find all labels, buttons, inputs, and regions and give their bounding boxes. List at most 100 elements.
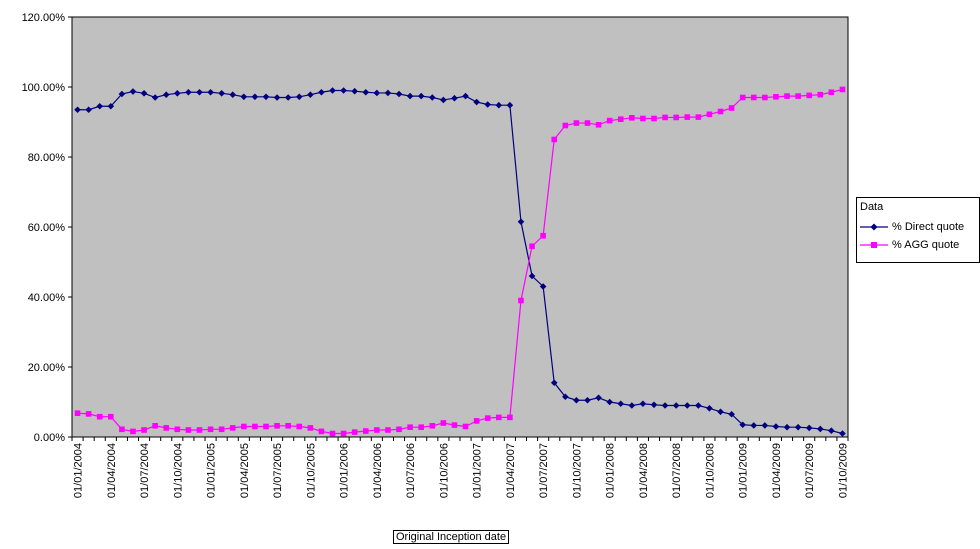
- data-point-direct-quote: [85, 106, 92, 114]
- data-point-direct-quote: [672, 402, 680, 409]
- x-tick-label: 01/01/2006: [339, 443, 351, 498]
- data-point-agg-quote: [606, 117, 613, 124]
- x-tick-label: 01/01/2005: [206, 443, 218, 498]
- data-point-direct-quote: [207, 88, 214, 96]
- data-point-direct-quote: [606, 398, 613, 406]
- data-point-direct-quote: [550, 379, 558, 387]
- data-point-direct-quote: [185, 88, 192, 96]
- data-point-agg-quote: [795, 93, 801, 99]
- data-point-agg-quote: [119, 426, 125, 433]
- data-point-agg-quote: [229, 425, 236, 431]
- data-point-direct-quote: [761, 422, 769, 429]
- data-point-direct-quote: [517, 218, 525, 226]
- data-point-agg-quote: [739, 94, 746, 101]
- data-point-direct-quote: [816, 425, 824, 433]
- data-point-direct-quote: [340, 87, 347, 94]
- x-tick-label: 01/07/2008: [671, 443, 683, 498]
- data-point-direct-quote: [373, 89, 381, 97]
- data-point-agg-quote: [762, 94, 768, 101]
- data-point-agg-quote: [185, 427, 192, 433]
- data-point-agg-quote: [318, 428, 325, 435]
- x-tick-label: 01/07/2004: [139, 443, 151, 498]
- x-tick-label: 01/10/2008: [704, 443, 716, 498]
- data-point-agg-quote: [529, 243, 535, 250]
- data-point-agg-quote: [706, 111, 713, 118]
- data-point-direct-quote: [151, 94, 159, 101]
- x-tick-label: 01/04/2006: [372, 443, 384, 498]
- x-tick-label: 01/01/2008: [605, 443, 617, 498]
- data-point-agg-quote: [418, 424, 424, 430]
- data-point-direct-quote: [706, 405, 713, 412]
- data-point-direct-quote: [573, 396, 580, 404]
- data-point-agg-quote: [174, 426, 181, 433]
- data-point-agg-quote: [629, 115, 635, 121]
- y-tick-label: 120.00%: [22, 12, 66, 24]
- y-tick-label: 40.00%: [28, 292, 66, 304]
- data-point-agg-quote: [584, 120, 591, 126]
- x-tick-label: 01/10/2005: [305, 443, 317, 498]
- data-point-direct-quote: [562, 393, 569, 401]
- data-point-direct-quote: [74, 106, 81, 114]
- data-point-direct-quote: [307, 91, 314, 98]
- data-point-agg-quote: [385, 427, 391, 433]
- legend-item-agg: % AGG quote: [860, 237, 959, 253]
- data-point-direct-quote: [118, 90, 126, 98]
- x-tick-label: 01/10/2006: [438, 443, 450, 498]
- data-point-direct-quote: [650, 401, 658, 409]
- data-point-direct-quote: [717, 408, 724, 416]
- data-point-agg-quote: [329, 430, 336, 437]
- legend-item-direct: % Direct quote: [860, 219, 964, 235]
- data-point-agg-quote: [695, 114, 702, 120]
- data-point-direct-quote: [262, 93, 270, 101]
- data-point-agg-quote: [462, 423, 469, 430]
- plot-area: [71, 16, 849, 438]
- data-point-agg-quote: [828, 89, 835, 96]
- data-point-agg-quote: [617, 116, 624, 122]
- data-point-direct-quote: [728, 410, 735, 418]
- data-point-agg-quote: [651, 115, 657, 122]
- data-point-direct-quote: [750, 422, 758, 429]
- data-point-direct-quote: [661, 402, 669, 409]
- data-point-direct-quote: [140, 90, 148, 97]
- data-point-direct-quote: [695, 402, 702, 409]
- data-point-agg-quote: [374, 427, 380, 433]
- y-tick-label: 0.00%: [34, 432, 65, 444]
- data-point-agg-quote: [496, 414, 502, 421]
- data-point-agg-quote: [451, 422, 458, 428]
- data-point-agg-quote: [85, 411, 92, 417]
- data-point-direct-quote: [329, 87, 336, 94]
- data-point-agg-quote: [662, 114, 668, 121]
- data-point-direct-quote: [506, 101, 514, 109]
- data-point-agg-quote: [551, 136, 558, 143]
- data-point-direct-quote: [395, 90, 403, 98]
- x-tick-label: 01/04/2007: [505, 443, 517, 498]
- data-point-direct-quote: [318, 88, 325, 96]
- data-point-direct-quote: [284, 94, 292, 101]
- diamond-marker-icon: [860, 223, 888, 231]
- data-point-agg-quote: [241, 423, 247, 430]
- data-point-agg-quote: [307, 425, 314, 431]
- data-point-direct-quote: [584, 396, 591, 404]
- x-tick-label: 01/04/2008: [638, 443, 650, 498]
- x-tick-label: 01/01/2007: [472, 443, 484, 498]
- x-axis-title: Original Inception date: [393, 530, 510, 544]
- data-point-direct-quote: [196, 88, 203, 96]
- data-point-agg-quote: [750, 94, 757, 101]
- data-point-direct-quote: [451, 94, 458, 102]
- square-marker-icon: [860, 242, 888, 248]
- x-tick-label: 01/01/2009: [738, 443, 750, 498]
- data-point-agg-quote: [473, 418, 480, 424]
- data-point-agg-quote: [784, 93, 790, 99]
- data-point-agg-quote: [218, 426, 225, 433]
- data-point-direct-quote: [351, 87, 358, 95]
- data-point-direct-quote: [783, 423, 791, 431]
- data-point-agg-quote: [396, 426, 402, 433]
- data-point-agg-quote: [684, 114, 691, 120]
- data-point-direct-quote: [683, 402, 691, 409]
- data-point-agg-quote: [163, 425, 170, 431]
- data-point-direct-quote: [384, 89, 392, 97]
- data-point-agg-quote: [839, 86, 846, 93]
- data-point-direct-quote: [595, 394, 602, 402]
- data-point-agg-quote: [407, 424, 413, 430]
